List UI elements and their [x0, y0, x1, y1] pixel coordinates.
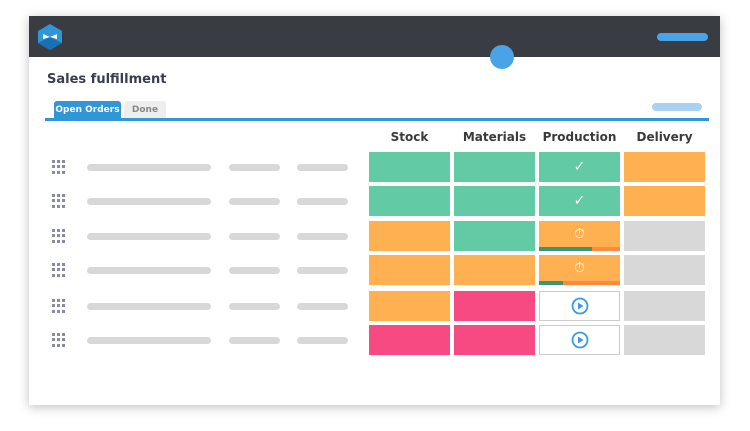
placeholder-text — [229, 267, 280, 274]
placeholder-text — [87, 164, 211, 171]
placeholder-text — [229, 164, 280, 171]
placeholder-text — [297, 233, 348, 240]
delivery-cell[interactable] — [624, 291, 705, 321]
page-title: Sales fulfillment — [47, 72, 167, 87]
stock-cell[interactable] — [369, 152, 450, 182]
column-header-delivery: Delivery — [636, 130, 693, 144]
progress-bar — [539, 281, 620, 285]
column-header-production: Production — [542, 130, 617, 144]
materials-cell[interactable] — [454, 291, 535, 321]
progress-bar — [539, 247, 620, 251]
placeholder-text — [297, 267, 348, 274]
top-bar — [29, 16, 720, 57]
table-row[interactable]: ✓ — [29, 152, 720, 182]
check-icon: ✓ — [573, 159, 586, 175]
tab-open-orders[interactable]: Open Orders — [54, 101, 121, 119]
drag-handle-icon[interactable] — [52, 229, 66, 243]
production-cell[interactable]: ✓ — [539, 152, 620, 182]
play-icon[interactable] — [571, 297, 589, 315]
placeholder-text — [297, 164, 348, 171]
delivery-cell[interactable] — [624, 255, 705, 285]
drag-handle-icon[interactable] — [52, 194, 66, 208]
placeholder-text — [229, 198, 280, 205]
table-row[interactable]: ⏱ — [29, 255, 720, 285]
placeholder-text — [87, 233, 211, 240]
delivery-cell[interactable] — [624, 325, 705, 355]
filter-button[interactable] — [652, 103, 702, 111]
delivery-cell[interactable] — [624, 221, 705, 251]
production-cell[interactable]: ✓ — [539, 186, 620, 216]
production-cell[interactable] — [539, 325, 620, 355]
stock-cell[interactable] — [369, 291, 450, 321]
placeholder-text — [87, 303, 211, 310]
action-button[interactable] — [490, 45, 514, 69]
drag-handle-icon[interactable] — [52, 263, 66, 277]
drag-handle-icon[interactable] — [52, 333, 66, 347]
tab-underline — [45, 118, 709, 121]
stopwatch-icon: ⏱ — [574, 226, 585, 242]
stock-cell[interactable] — [369, 255, 450, 285]
check-icon: ✓ — [573, 193, 586, 209]
materials-cell[interactable] — [454, 255, 535, 285]
table-row[interactable]: ⏱ — [29, 221, 720, 251]
user-menu-button[interactable] — [657, 33, 708, 41]
tab-done[interactable]: Done — [124, 101, 166, 119]
delivery-cell[interactable] — [624, 152, 705, 182]
stock-cell[interactable] — [369, 221, 450, 251]
stopwatch-icon: ⏱ — [574, 260, 585, 276]
materials-cell[interactable] — [454, 325, 535, 355]
placeholder-text — [87, 198, 211, 205]
placeholder-text — [87, 267, 211, 274]
column-header-stock: Stock — [390, 130, 429, 144]
table-row[interactable] — [29, 325, 720, 355]
drag-handle-icon[interactable] — [52, 299, 66, 313]
materials-cell[interactable] — [454, 186, 535, 216]
placeholder-text — [297, 337, 348, 344]
placeholder-text — [229, 233, 280, 240]
materials-cell[interactable] — [454, 152, 535, 182]
placeholder-text — [229, 337, 280, 344]
stock-cell[interactable] — [369, 186, 450, 216]
placeholder-text — [87, 337, 211, 344]
placeholder-text — [297, 303, 348, 310]
placeholder-text — [229, 303, 280, 310]
delivery-cell[interactable] — [624, 186, 705, 216]
stock-cell[interactable] — [369, 325, 450, 355]
table-row[interactable]: ✓ — [29, 186, 720, 216]
table-row[interactable] — [29, 291, 720, 321]
column-header-materials: Materials — [462, 130, 527, 144]
materials-cell[interactable] — [454, 221, 535, 251]
logo-icon — [38, 24, 62, 50]
production-cell[interactable]: ⏱ — [539, 221, 620, 251]
drag-handle-icon[interactable] — [52, 160, 66, 174]
play-icon[interactable] — [571, 331, 589, 349]
placeholder-text — [297, 198, 348, 205]
app-window: Sales fulfillment Open Orders Done Stock… — [29, 16, 720, 405]
production-cell[interactable]: ⏱ — [539, 255, 620, 285]
production-cell[interactable] — [539, 291, 620, 321]
